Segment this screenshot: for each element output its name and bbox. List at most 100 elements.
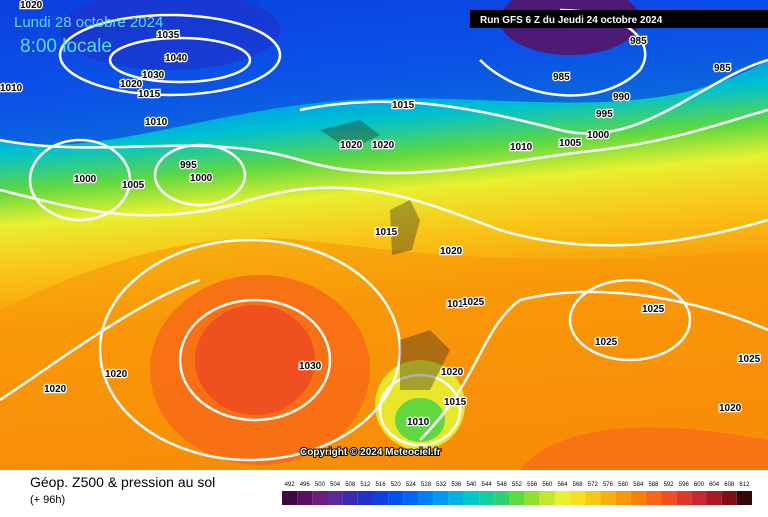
scale-label: 580 — [618, 482, 629, 488]
scale-swatch — [706, 491, 722, 505]
isobar-label: 1025 — [642, 304, 665, 315]
isobar-label: 990 — [613, 92, 630, 103]
scale-label: 608 — [724, 482, 735, 488]
scale-label: 544 — [482, 482, 493, 488]
isobar-label: 1020 — [440, 246, 463, 257]
scale-label: 572 — [588, 482, 599, 488]
isobar-label: 1040 — [165, 53, 188, 64]
isobar-label: 1030 — [299, 361, 322, 372]
scale-label: 508 — [345, 482, 356, 488]
scale-swatch — [342, 491, 358, 505]
scale-label: 584 — [633, 482, 644, 488]
ridge-core — [195, 305, 315, 415]
scale-swatch — [418, 491, 434, 505]
scale-swatch — [570, 491, 586, 505]
scale-label: 552 — [512, 482, 523, 488]
scale-label: 556 — [527, 482, 538, 488]
isobar-label: 1000 — [587, 130, 610, 141]
isobar-label: 1030 — [142, 70, 165, 81]
isobar-label: 1015 — [392, 100, 415, 111]
scale-swatch — [676, 491, 692, 505]
scale-swatch — [736, 491, 752, 505]
color-scale: 492 496 500 504 508 512 516 520 524 528 532 536 540 5… — [282, 482, 752, 505]
scale-label: 612 — [739, 482, 750, 488]
isobar-label: 1015 — [138, 89, 161, 100]
scale-label: 604 — [709, 482, 720, 488]
isobar-label: 1010 — [510, 142, 533, 153]
scale-label: 512 — [360, 482, 371, 488]
cutoff-core — [395, 398, 445, 442]
footer-title: Géop. Z500 & pression au sol — [30, 474, 215, 490]
isobar-label: 1020 — [120, 79, 143, 90]
isobars — [0, 8, 768, 462]
scale-swatch — [357, 491, 373, 505]
scale-swatch — [691, 491, 707, 505]
scale-label: 532 — [436, 482, 447, 488]
scale-label: 592 — [664, 482, 675, 488]
isobar-label: 1015 — [375, 227, 398, 238]
isobar-label: 1010 — [407, 417, 430, 428]
scale-label: 528 — [421, 482, 432, 488]
scale-label: 540 — [467, 482, 478, 488]
isobar-label: 985 — [630, 36, 647, 47]
scale-label: 520 — [391, 482, 402, 488]
scale-swatch — [721, 491, 737, 505]
isobar-label: 1020 — [20, 0, 43, 11]
isobar-label: 1020 — [719, 403, 742, 414]
scale-swatch — [524, 491, 540, 505]
scale-label: 596 — [679, 482, 690, 488]
scale-label: 504 — [330, 482, 341, 488]
valid-time: 8:00 locale — [20, 36, 112, 57]
scale-swatch — [509, 491, 525, 505]
scale-swatch — [615, 491, 631, 505]
isobar-label: 1020 — [441, 367, 464, 378]
isobar-label: 1010 — [0, 83, 23, 94]
scale-swatch — [494, 491, 510, 505]
scale-swatch — [600, 491, 616, 505]
valid-date: Lundi 28 octobre 2024 — [14, 14, 163, 31]
copyright: Copyright © 2024 Meteociel.fr — [300, 447, 441, 458]
isobar-label: 995 — [596, 109, 613, 120]
scale-swatch — [297, 491, 313, 505]
isobar-label: 1015 — [444, 397, 467, 408]
scale-label: 588 — [648, 482, 659, 488]
scale-label: 500 — [315, 482, 326, 488]
isobar-label: 985 — [714, 63, 731, 74]
scale-swatch — [448, 491, 464, 505]
isobar-label: 1000 — [74, 174, 97, 185]
warm-field — [520, 427, 768, 470]
scale-swatch — [463, 491, 480, 505]
isobar-label: 1025 — [595, 337, 618, 348]
scale-swatch — [372, 491, 389, 505]
scale-label: 516 — [376, 482, 387, 488]
isobar-label: 1035 — [157, 30, 180, 41]
scale-swatch — [630, 491, 646, 505]
isobar-label: 1020 — [44, 384, 67, 395]
scale-label: 576 — [603, 482, 614, 488]
scale-swatch — [312, 491, 328, 505]
scale-swatch — [403, 491, 419, 505]
isobar-label: 1010 — [145, 117, 168, 128]
scale-swatch — [282, 491, 298, 505]
isobar-label: 1020 — [372, 140, 395, 151]
isobar-label: 1010 — [447, 299, 470, 310]
isobar-label: 1025 — [738, 354, 761, 365]
scale-label: 560 — [542, 482, 553, 488]
run-info: Run GFS 6 Z du Jeudi 24 octobre 2024 — [480, 15, 663, 26]
scale-label: 496 — [300, 482, 311, 488]
scale-swatch — [585, 491, 601, 505]
scale-swatch — [388, 491, 404, 505]
coastlines — [320, 120, 450, 390]
isobar-label: 1020 — [340, 140, 363, 151]
isobar-label: 1020 — [105, 369, 128, 380]
scale-label: 564 — [557, 482, 568, 488]
scale-label: 600 — [694, 482, 705, 488]
isobar-label: 1005 — [559, 138, 582, 149]
isobar-label: 1025 — [462, 297, 485, 308]
scale-label: 492 — [285, 482, 296, 488]
isobar-labels: 1020103510401030102010151010101099510001… — [0, 0, 762, 429]
scale-swatch — [433, 491, 449, 505]
scale-swatch — [327, 491, 343, 505]
scale-label: 524 — [406, 482, 417, 488]
scale-label: 568 — [573, 482, 584, 488]
